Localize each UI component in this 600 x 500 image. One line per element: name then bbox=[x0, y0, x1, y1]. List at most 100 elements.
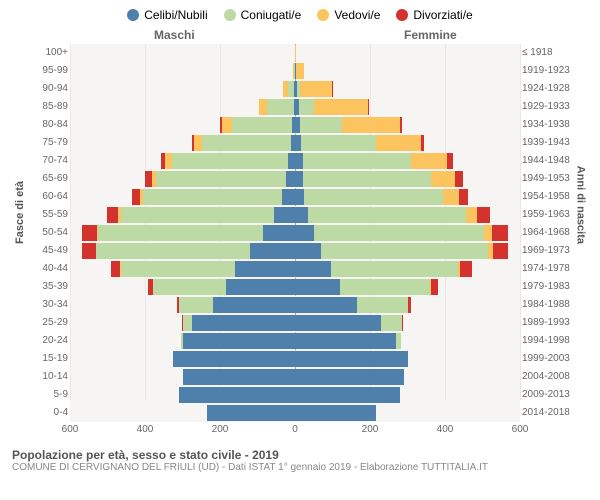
birth-year-label: 1959-1963 bbox=[522, 206, 580, 224]
male-bar bbox=[161, 153, 295, 169]
birth-year-label: 1989-1993 bbox=[522, 314, 580, 332]
pyramid-row bbox=[70, 386, 520, 404]
gender-female-label: Femmine bbox=[404, 28, 457, 42]
bars-container bbox=[70, 44, 520, 422]
male-bar bbox=[192, 135, 295, 151]
segment-widowed bbox=[443, 189, 459, 205]
age-label: 65-69 bbox=[20, 170, 68, 188]
legend-swatch bbox=[127, 9, 139, 21]
segment-single bbox=[286, 171, 295, 187]
female-bar bbox=[295, 45, 296, 61]
female-bar bbox=[295, 171, 463, 187]
segment-divorced bbox=[459, 189, 468, 205]
male-bar bbox=[107, 207, 295, 223]
segment-single bbox=[295, 225, 314, 241]
age-label: 0-4 bbox=[20, 404, 68, 422]
segment-single bbox=[295, 405, 376, 421]
birth-year-label: 1919-1923 bbox=[522, 62, 580, 80]
female-bar bbox=[295, 297, 411, 313]
male-bar bbox=[177, 297, 295, 313]
segment-married bbox=[340, 279, 430, 295]
birth-year-label: 1949-1953 bbox=[522, 170, 580, 188]
segment-married bbox=[381, 315, 402, 331]
pyramid-row bbox=[70, 314, 520, 332]
female-bar bbox=[295, 207, 490, 223]
segment-single bbox=[173, 351, 295, 367]
birth-year-label: 2009-2013 bbox=[522, 386, 580, 404]
legend: Celibi/NubiliConiugati/eVedovi/eDivorzia… bbox=[4, 8, 596, 24]
segment-widowed bbox=[296, 63, 304, 79]
female-bar bbox=[295, 225, 508, 241]
age-label: 50-54 bbox=[20, 224, 68, 242]
segment-widowed bbox=[484, 225, 492, 241]
y-axis-left: 100+95-9990-9485-8980-8475-7970-7465-696… bbox=[20, 44, 68, 422]
birth-year-label: 1939-1943 bbox=[522, 134, 580, 152]
age-label: 15-19 bbox=[20, 350, 68, 368]
segment-single bbox=[295, 261, 331, 277]
segment-single bbox=[295, 333, 396, 349]
segment-single bbox=[295, 387, 400, 403]
segment-single bbox=[295, 171, 303, 187]
x-tick: 200 bbox=[212, 424, 229, 435]
legend-swatch bbox=[396, 9, 408, 21]
population-pyramid-chart: Celibi/NubiliConiugati/eVedovi/eDivorzia… bbox=[0, 0, 600, 500]
male-bar bbox=[145, 171, 295, 187]
female-bar bbox=[295, 81, 332, 97]
female-bar bbox=[295, 261, 472, 277]
age-label: 85-89 bbox=[20, 98, 68, 116]
birth-year-label: 2004-2008 bbox=[522, 368, 580, 386]
female-bar bbox=[295, 387, 400, 403]
segment-widowed bbox=[376, 135, 421, 151]
segment-widowed bbox=[431, 171, 455, 187]
male-bar bbox=[82, 225, 295, 241]
segment-divorced bbox=[421, 135, 424, 151]
pyramid-row bbox=[70, 404, 520, 422]
gender-labels: Maschi Femmine bbox=[4, 28, 596, 44]
segment-single bbox=[295, 315, 381, 331]
female-bar bbox=[295, 99, 369, 115]
segment-married bbox=[314, 225, 485, 241]
pyramid-row bbox=[70, 332, 520, 350]
segment-single bbox=[295, 297, 357, 313]
x-axis: 6004002000200400600 bbox=[70, 424, 520, 442]
segment-single bbox=[295, 207, 308, 223]
legend-label: Divorziati/e bbox=[413, 8, 472, 22]
gridline bbox=[520, 44, 521, 400]
birth-year-label: 1954-1958 bbox=[522, 188, 580, 206]
age-label: 60-64 bbox=[20, 188, 68, 206]
male-bar bbox=[259, 99, 295, 115]
birth-year-label: 1999-2003 bbox=[522, 350, 580, 368]
segment-widowed bbox=[259, 99, 267, 115]
pyramid-row bbox=[70, 62, 520, 80]
age-label: 30-34 bbox=[20, 296, 68, 314]
x-tick: 0 bbox=[292, 424, 298, 435]
age-label: 95-99 bbox=[20, 62, 68, 80]
female-bar bbox=[295, 117, 402, 133]
segment-single bbox=[192, 315, 295, 331]
segment-divorced bbox=[431, 279, 438, 295]
birth-year-label: 1979-1983 bbox=[522, 278, 580, 296]
segment-single bbox=[295, 243, 321, 259]
pyramid-row bbox=[70, 80, 520, 98]
segment-married bbox=[303, 153, 412, 169]
pyramid-row bbox=[70, 170, 520, 188]
age-label: 100+ bbox=[20, 44, 68, 62]
pyramid-row bbox=[70, 224, 520, 242]
pyramid-row bbox=[70, 296, 520, 314]
segment-single bbox=[183, 333, 296, 349]
female-bar bbox=[295, 63, 304, 79]
segment-divorced bbox=[455, 171, 463, 187]
male-bar bbox=[207, 405, 295, 421]
age-label: 20-24 bbox=[20, 332, 68, 350]
legend-swatch bbox=[317, 9, 329, 21]
segment-married bbox=[121, 261, 235, 277]
pyramid-row bbox=[70, 206, 520, 224]
segment-single bbox=[295, 189, 304, 205]
segment-single bbox=[226, 279, 295, 295]
segment-married bbox=[179, 297, 213, 313]
legend-label: Celibi/Nubili bbox=[144, 8, 207, 22]
male-bar bbox=[181, 333, 295, 349]
caption-subtitle: COMUNE DI CERVIGNANO DEL FRIULI (UD) - D… bbox=[12, 462, 588, 473]
birth-year-label: 1944-1948 bbox=[522, 152, 580, 170]
caption-title: Popolazione per età, sesso e stato civil… bbox=[12, 448, 588, 462]
